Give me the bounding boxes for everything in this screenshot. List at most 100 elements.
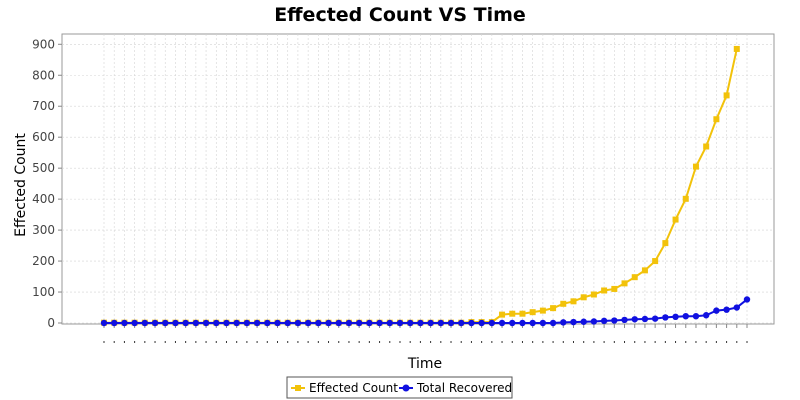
x-tick-label xyxy=(593,341,595,343)
data-point xyxy=(611,317,618,324)
data-point xyxy=(396,319,404,327)
x-tick-label xyxy=(297,341,299,343)
data-point xyxy=(682,312,689,320)
data-point xyxy=(468,319,475,327)
data-point xyxy=(182,319,189,327)
x-tick-label xyxy=(450,341,452,343)
x-tick-label xyxy=(726,341,728,343)
y-tick-label: 600 xyxy=(32,130,55,144)
x-tick-label xyxy=(603,341,605,343)
data-point xyxy=(580,294,587,301)
legend-item-total-recovered: Total Recovered xyxy=(399,381,512,395)
y-tick-label: 800 xyxy=(32,68,55,82)
x-tick-label xyxy=(736,341,738,343)
data-point xyxy=(386,319,393,327)
x-tick-label xyxy=(624,341,626,343)
data-point xyxy=(560,300,567,307)
data-point xyxy=(478,319,485,327)
x-tick-label xyxy=(675,341,677,343)
y-axis-label: Effected Count xyxy=(13,133,29,237)
data-point xyxy=(703,143,710,150)
x-tick-label xyxy=(583,341,585,343)
data-point xyxy=(570,318,577,326)
data-point xyxy=(672,313,679,321)
data-point xyxy=(427,319,434,327)
data-point xyxy=(631,316,638,323)
series-layer xyxy=(100,45,751,327)
y-tick-label: 0 xyxy=(47,316,55,330)
data-point xyxy=(111,319,118,327)
x-tick-label xyxy=(287,341,289,343)
series-total-recovered xyxy=(100,296,751,327)
x-tick-label xyxy=(715,341,717,343)
data-point xyxy=(499,311,506,318)
data-point xyxy=(223,319,230,327)
series-line xyxy=(104,298,748,324)
data-point xyxy=(325,319,332,327)
data-point xyxy=(560,319,567,326)
y-axis-ticks: 0 100 200 300 400 500 600 700 800 900 xyxy=(32,37,62,330)
x-tick-label xyxy=(470,341,472,343)
x-tick-label xyxy=(154,341,156,343)
data-point xyxy=(611,285,618,292)
data-point xyxy=(345,319,353,327)
data-point xyxy=(662,240,669,247)
data-point xyxy=(600,317,608,325)
legend-marker-effected-count xyxy=(295,385,301,391)
data-point xyxy=(162,319,169,327)
data-point xyxy=(672,216,679,223)
data-point xyxy=(458,319,465,327)
x-tick-label xyxy=(195,341,197,343)
data-point xyxy=(733,45,740,52)
x-tick-label xyxy=(695,341,697,343)
x-tick-label xyxy=(277,341,279,343)
data-point xyxy=(274,319,281,327)
data-point xyxy=(580,318,587,325)
y-tick-label: 900 xyxy=(32,37,55,51)
data-point xyxy=(539,319,547,327)
data-point xyxy=(376,319,383,327)
x-tick-label xyxy=(307,341,309,343)
data-point xyxy=(692,312,700,320)
x-tick-label xyxy=(379,341,381,343)
legend-item-effected-count: Effected Count xyxy=(291,381,398,395)
data-point xyxy=(529,319,536,327)
x-tick-label xyxy=(358,341,360,343)
x-tick-label xyxy=(185,341,187,343)
data-point xyxy=(447,319,455,327)
data-point xyxy=(519,310,526,317)
x-tick-label xyxy=(511,341,513,343)
data-point xyxy=(570,298,577,305)
data-point xyxy=(713,307,720,314)
legend: Effected Count Total Recovered xyxy=(286,376,513,399)
x-tick-label xyxy=(501,341,503,343)
data-point xyxy=(702,312,710,319)
y-tick-label: 200 xyxy=(32,254,55,268)
x-tick-label xyxy=(460,341,462,343)
x-tick-label xyxy=(572,341,574,343)
x-tick-label xyxy=(144,341,146,343)
data-point xyxy=(549,319,557,327)
data-point xyxy=(264,319,271,327)
data-point xyxy=(631,274,638,281)
data-point xyxy=(315,319,322,327)
data-point xyxy=(519,319,526,327)
data-point xyxy=(406,319,414,327)
x-tick-label xyxy=(236,341,238,343)
x-tick-label xyxy=(256,341,258,343)
x-tick-label xyxy=(338,341,340,343)
x-tick-label xyxy=(328,341,330,343)
data-point xyxy=(723,92,730,99)
x-tick-label xyxy=(399,341,401,343)
x-tick-label xyxy=(113,341,115,343)
legend-marker-total-recovered xyxy=(402,384,410,392)
x-tick-label xyxy=(521,341,523,343)
data-point xyxy=(488,319,496,327)
x-tick-label xyxy=(634,341,636,343)
data-point xyxy=(621,316,628,324)
x-tick-label xyxy=(266,341,268,343)
data-point xyxy=(662,314,669,321)
data-point xyxy=(100,319,108,327)
data-point xyxy=(131,319,138,327)
